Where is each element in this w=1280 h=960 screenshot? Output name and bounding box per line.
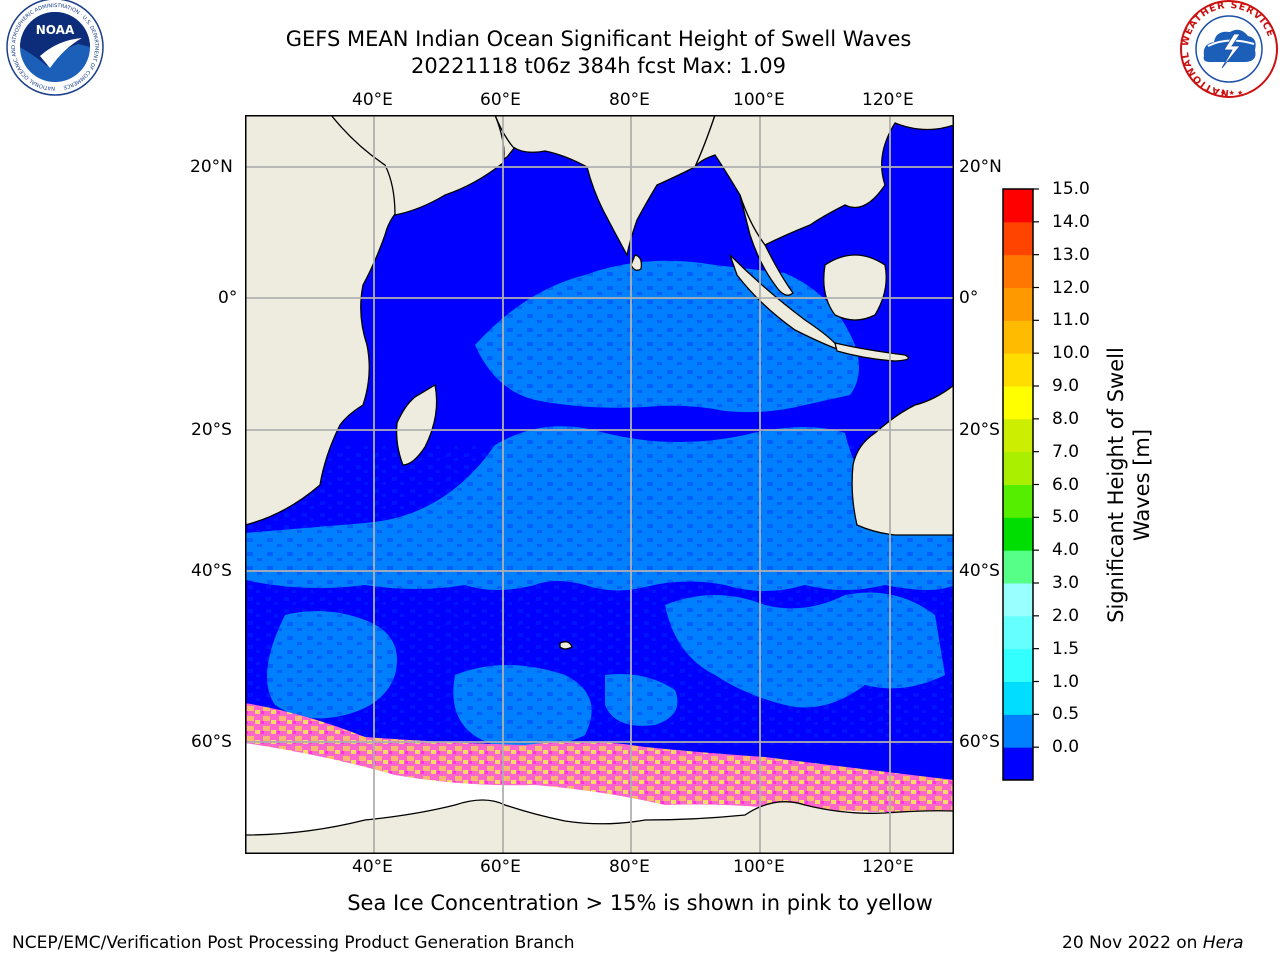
lon-label-bottom-60e: 60°E: [480, 857, 521, 877]
lat-label-left-60s: 60°S: [191, 732, 232, 752]
colorbar-segment: [1003, 320, 1033, 354]
lat-label-left-40s: 40°S: [191, 561, 232, 581]
noaa-logo: NATIONAL OCEANIC AND ATMOSPHERIC ADMINIS…: [6, 0, 104, 96]
colorbar-segment: [1003, 418, 1033, 453]
chart-title: GEFS MEAN Indian Ocean Significant Heigh…: [285, 27, 912, 51]
colorbar-title: Significant Height of Swell Waves [m]: [1104, 347, 1154, 623]
land-india: [494, 115, 716, 257]
lon-label-top-80e: 80°E: [609, 90, 650, 110]
colorbar-tick-label: 13.0: [1052, 244, 1090, 265]
lat-label-left-0: 0°: [218, 288, 238, 308]
lat-label-right-60s: 60°S: [959, 732, 1000, 752]
land-sri-lanka: [630, 254, 643, 271]
land-australia: [851, 384, 954, 536]
colorbar-tick-label: 0.5: [1052, 704, 1080, 725]
colorbar-segment: [1003, 681, 1033, 715]
lon-label-bottom-80e: 80°E: [609, 857, 650, 877]
colorbar-tick-label: 3.0: [1052, 573, 1080, 593]
colorbar-segment: [1003, 221, 1033, 256]
lon-label-top-40e: 40°E: [352, 90, 393, 110]
nws-logo: NATIONAL WEATHER SERVICE ★ ★ ★: [1180, 0, 1278, 98]
lon-label-top-60e: 60°E: [480, 90, 521, 110]
colorbar-tick-label: 12.0: [1052, 277, 1090, 298]
colorbar-segment: [1003, 747, 1033, 781]
svg-text:★ ★ ★: ★ ★ ★: [1220, 89, 1243, 97]
colorbar: [1002, 188, 1039, 781]
lat-label-right-0: 0°: [959, 288, 979, 308]
land-malay-peninsula: [739, 194, 794, 296]
sea-ice-caption: Sea Ice Concentration > 15% is shown in …: [347, 891, 933, 915]
lon-label-top-100e: 100°E: [733, 90, 785, 110]
lon-label-top-120e: 120°E: [862, 90, 914, 110]
colorbar-segment: [1003, 451, 1033, 485]
colorbar-segment: [1003, 615, 1033, 650]
lat-label-left-20s: 20°S: [191, 420, 232, 440]
colorbar-tick-label: 14.0: [1052, 211, 1090, 232]
colorbar-segment: [1003, 353, 1033, 387]
lat-label-right-20s: 20°S: [959, 420, 1000, 440]
colorbar-tick-label: 8.0: [1052, 408, 1080, 429]
map-frame: [245, 115, 954, 854]
colorbar-tick-label: 10.0: [1052, 343, 1090, 364]
colorbar-tick-label: 7.0: [1052, 441, 1080, 462]
colorbar-tick-label: 5.0: [1052, 507, 1080, 528]
colorbar-tick-label: 1.0: [1052, 671, 1080, 692]
colorbar-segment: [1003, 714, 1033, 748]
colorbar-tick-label: 2.0: [1052, 605, 1080, 626]
colorbar-tick-label: 11.0: [1052, 310, 1090, 331]
colorbar-tick-label: 4.0: [1052, 540, 1080, 561]
colorbar-tick-label: 15.0: [1052, 179, 1090, 199]
colorbar-segment: [1003, 254, 1033, 288]
colorbar-segment: [1003, 517, 1033, 551]
noaa-text: NOAA: [36, 23, 75, 37]
colorbar-tick-label: 1.5: [1052, 638, 1080, 659]
footer-date: 20 Nov 2022 on Hera: [1062, 933, 1244, 953]
colorbar-segment: [1003, 189, 1033, 223]
colorbar-tick-label: 0.0: [1052, 737, 1080, 758]
lon-label-bottom-40e: 40°E: [352, 857, 393, 877]
colorbar-segment: [1003, 287, 1033, 321]
land-kerguelen: [559, 641, 573, 650]
lat-label-right-40s: 40°S: [959, 561, 1000, 581]
land-antarctica: [245, 799, 954, 854]
land-madagascar: [395, 383, 438, 466]
lat-label-left-20n: 20°N: [190, 157, 233, 177]
colorbar-segment: [1003, 583, 1033, 617]
footer-date-text: 20 Nov 2022 on: [1062, 933, 1203, 953]
colorbar-tick-label: 6.0: [1052, 474, 1080, 495]
colorbar-segment: [1003, 648, 1033, 682]
lat-label-right-20n: 20°N: [959, 157, 1002, 177]
graticule: [245, 115, 954, 854]
colorbar-segment: [1003, 550, 1033, 584]
lon-label-bottom-120e: 120°E: [862, 857, 914, 877]
colorbar-segment: [1003, 484, 1033, 518]
footer-credit: NCEP/EMC/Verification Post Processing Pr…: [12, 933, 575, 953]
footer-machine: Hera: [1202, 933, 1244, 953]
colorbar-tick-label: 9.0: [1052, 376, 1080, 396]
colorbar-segment: [1003, 386, 1033, 420]
land-borneo: [823, 254, 887, 321]
chart-subtitle: 20221118 t06z 384h fcst Max: 1.09: [411, 54, 786, 78]
lon-label-bottom-100e: 100°E: [733, 857, 785, 877]
